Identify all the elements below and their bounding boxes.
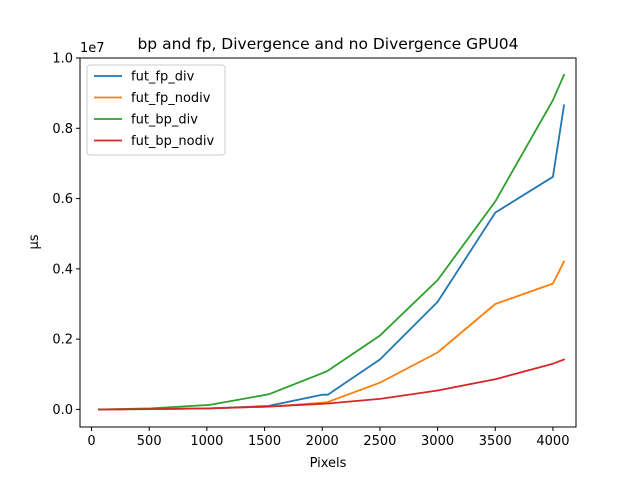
y-tick-label: 0.6 — [52, 192, 73, 207]
y-tick-label: 0.4 — [52, 262, 73, 277]
y-tick-label: 0.2 — [52, 333, 73, 348]
legend-label: fut_fp_div — [131, 70, 195, 85]
x-axis-label: Pixels — [310, 456, 347, 471]
x-tick-label: 3000 — [421, 434, 454, 449]
y-tick-label: 0.0 — [52, 403, 73, 418]
x-tick-label: 500 — [137, 434, 162, 449]
legend-label: fut_fp_nodiv — [131, 91, 211, 106]
y-tick-label: 1.0 — [52, 52, 73, 67]
x-tick-label: 4000 — [536, 434, 569, 449]
y-axis: 0.0 0.2 0.4 0.6 0.8 1.0 — [52, 52, 80, 418]
series-line-fut-bp-nodiv — [98, 358, 566, 411]
x-tick-label: 1000 — [190, 434, 223, 449]
x-tick-label: 2000 — [306, 434, 339, 449]
x-axis: 0 500 1000 1500 2000 2500 3000 3500 4000 — [87, 427, 569, 449]
series-layer — [98, 73, 566, 411]
legend: fut_fp_div fut_fp_nodiv fut_bp_div fut_bp_n… — [86, 64, 226, 156]
x-tick-label: 1500 — [248, 434, 281, 449]
plot-frame — [79, 57, 577, 428]
x-tick-label: 3500 — [479, 434, 512, 449]
x-tick-label: 0 — [87, 434, 95, 449]
legend-label: fut_bp_nodiv — [131, 134, 214, 149]
y-axis-label: μs — [27, 234, 42, 249]
legend-label: fut_bp_div — [131, 113, 198, 128]
x-tick-label: 2500 — [363, 434, 396, 449]
y-offset-label: 1e7 — [80, 41, 105, 56]
chart-title: bp and fp, Divergence and no Divergence … — [137, 35, 518, 53]
y-tick-label: 0.8 — [52, 122, 73, 137]
legend-box — [86, 64, 226, 156]
